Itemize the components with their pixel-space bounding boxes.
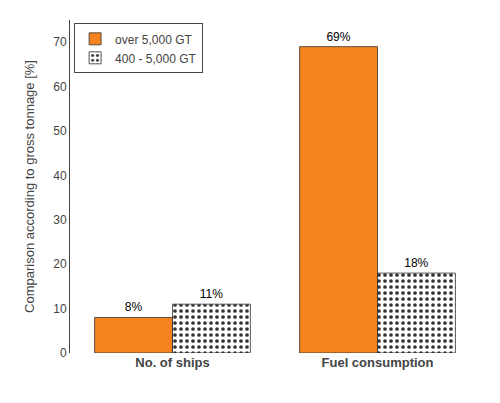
svg-text:400 - 5,000 GT: 400 - 5,000 GT xyxy=(115,52,196,66)
svg-text:18%: 18% xyxy=(404,256,428,270)
svg-text:No. of ships: No. of ships xyxy=(135,355,209,370)
svg-text:Fuel consumption: Fuel consumption xyxy=(322,355,434,370)
svg-text:69%: 69% xyxy=(326,30,350,44)
svg-text:30: 30 xyxy=(53,213,67,227)
svg-text:60: 60 xyxy=(53,80,67,94)
svg-text:70: 70 xyxy=(53,35,67,49)
svg-text:50: 50 xyxy=(53,124,67,138)
svg-text:11%: 11% xyxy=(200,287,223,301)
svg-text:0: 0 xyxy=(60,346,67,360)
svg-text:Comparison according to gross: Comparison according to gross tonnage [%… xyxy=(22,60,37,313)
svg-text:over 5,000 GT: over 5,000 GT xyxy=(115,33,192,47)
svg-text:8%: 8% xyxy=(125,300,143,314)
svg-text:40: 40 xyxy=(53,169,67,183)
svg-text:20: 20 xyxy=(53,257,67,271)
svg-text:10: 10 xyxy=(53,302,67,316)
